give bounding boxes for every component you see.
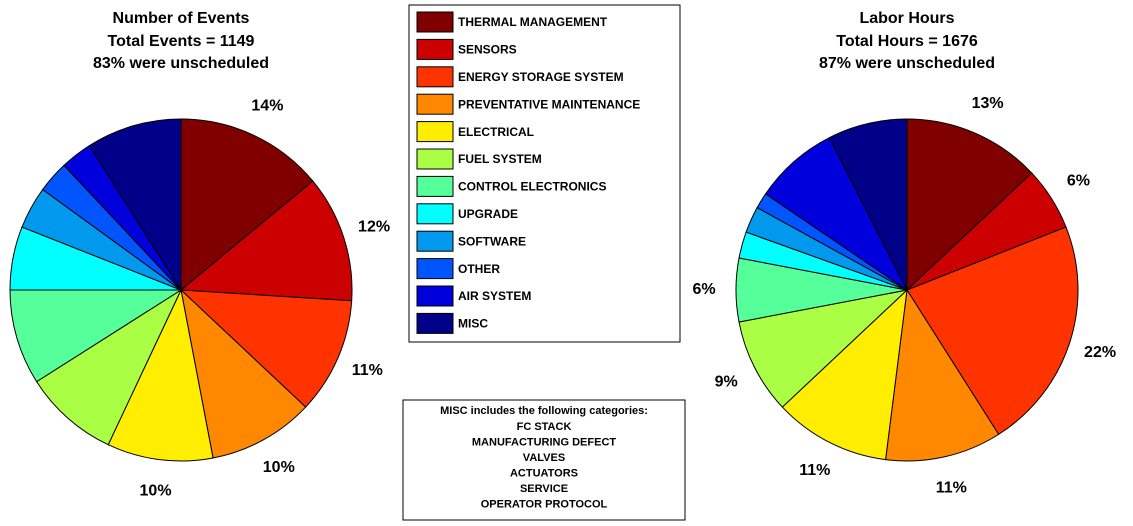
data-label: 11% <box>936 479 967 496</box>
chart-subtitle: Total Hours = 1676 <box>836 33 978 50</box>
note-box <box>402 399 686 521</box>
legend-label: CONTROL ELECTRONICS <box>458 180 606 194</box>
legend-swatch <box>416 230 454 252</box>
legend-swatch <box>416 121 454 143</box>
chart-subtitle: Total Events = 1149 <box>108 33 255 50</box>
legend-box <box>408 4 681 343</box>
pie-slice <box>9 289 183 383</box>
legend-label: SOFTWARE <box>458 234 526 248</box>
legend-swatch <box>416 11 454 33</box>
chart-title: Number of Events <box>113 10 250 27</box>
note-line: VALVES <box>523 452 565 464</box>
data-label: 10% <box>140 483 172 500</box>
data-label: 10% <box>263 459 295 476</box>
pie-slice <box>180 118 314 292</box>
legend-label: SENSORS <box>458 43 517 57</box>
chart-subtitle: 83% were unscheduled <box>93 55 269 72</box>
data-label: 14% <box>251 98 283 115</box>
data-label: 6% <box>1067 172 1090 189</box>
pie-slice <box>828 118 908 291</box>
legend-swatch <box>416 258 454 280</box>
note-line: FC STACK <box>517 421 572 433</box>
pie-slice <box>107 288 214 462</box>
legend-label: ELECTRICAL <box>458 125 534 139</box>
pie-slice <box>885 288 1000 462</box>
pie-slice <box>906 226 1079 436</box>
pie-slice <box>906 118 1033 292</box>
pie-slice <box>35 288 183 446</box>
data-label: 22% <box>1084 344 1116 361</box>
legend-label: AIR SYSTEM <box>458 289 531 303</box>
legend-label: ENERGY STORAGE SYSTEM <box>458 70 624 84</box>
data-label: 11% <box>799 462 830 479</box>
data-label: 9% <box>715 373 738 390</box>
note-title: MISC includes the following categories: <box>440 405 648 417</box>
legend-label: PREVENTATIVE MAINTENANCE <box>458 97 640 111</box>
note-line: OPERATOR PROTOCOL <box>481 498 608 510</box>
legend-swatch <box>416 203 454 225</box>
legend-label: THERMAL MANAGEMENT <box>458 15 608 29</box>
data-label: 12% <box>358 218 390 235</box>
legend-label: UPGRADE <box>458 207 518 221</box>
chart-subtitle: 87% were unscheduled <box>819 55 995 72</box>
legend-swatch <box>416 312 454 334</box>
data-label: 11% <box>352 362 383 379</box>
pie-slice <box>88 118 182 292</box>
chart-title: Labor Hours <box>859 10 954 27</box>
legend-swatch <box>416 66 454 88</box>
legend-swatch <box>416 285 454 307</box>
pie-slice <box>179 180 353 302</box>
note-line: ACTUATORS <box>510 467 578 479</box>
legend-label: OTHER <box>458 262 500 276</box>
legend-label: MISC <box>458 317 488 331</box>
pie-slice <box>738 289 909 408</box>
legend-swatch <box>416 148 454 170</box>
legend-swatch <box>416 175 454 197</box>
pie-slice <box>179 289 353 408</box>
data-label: 6% <box>692 281 715 298</box>
note-line: SERVICE <box>520 483 568 495</box>
legend-swatch <box>416 38 454 60</box>
legend-label: FUEL SYSTEM <box>458 152 542 166</box>
pie-slice <box>781 288 908 461</box>
note-line: MANUFACTURING DEFECT <box>472 436 616 448</box>
legend-swatch <box>416 93 454 115</box>
pie-slice <box>180 288 307 459</box>
data-label: 13% <box>972 95 1004 112</box>
